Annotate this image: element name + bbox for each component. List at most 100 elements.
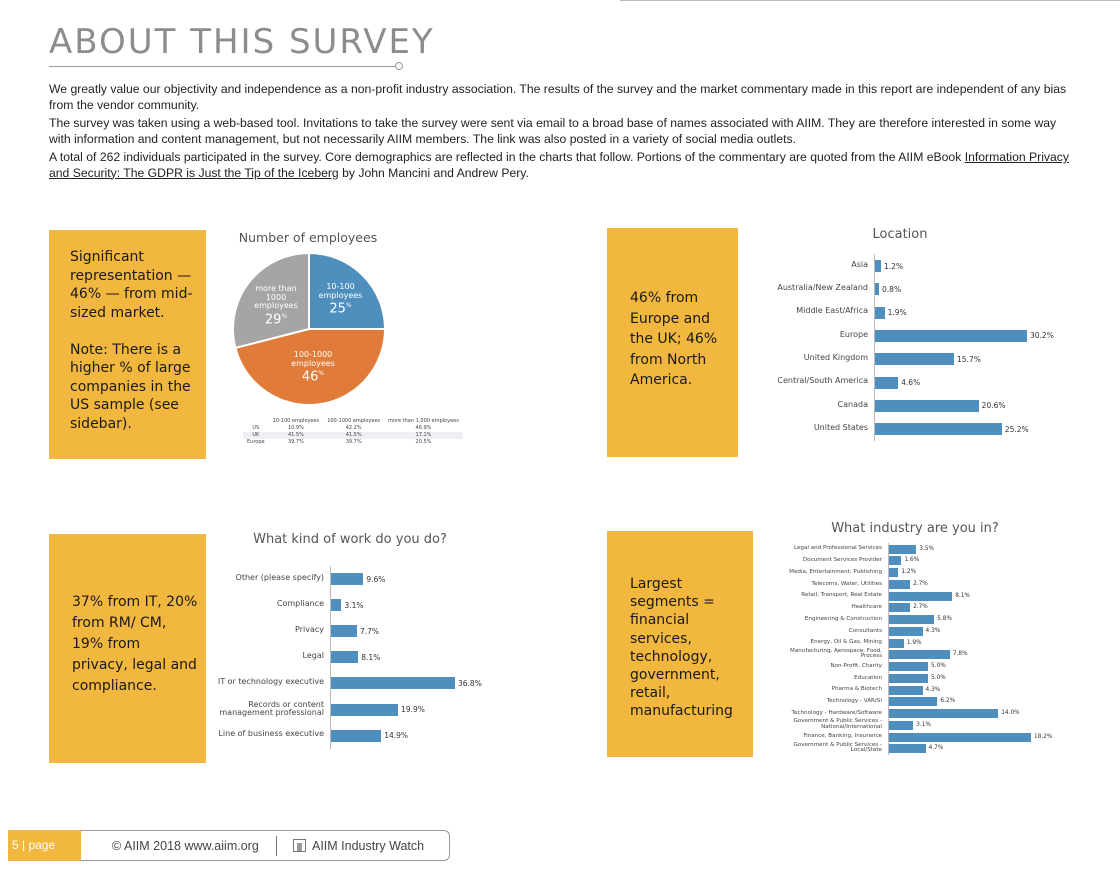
mini-table-header: 10-100 employees 100-1000 employees more… bbox=[243, 418, 463, 425]
category-label: Central/South America bbox=[777, 376, 868, 386]
mini-table-header-cell: 100-1000 employees bbox=[323, 418, 385, 425]
bar-value-label: 18.2% bbox=[1034, 733, 1053, 740]
bar bbox=[331, 703, 399, 716]
bar-value-label: 4.3% bbox=[925, 686, 941, 693]
category-label: Healthcare bbox=[851, 604, 883, 611]
table-cell: 42.2% bbox=[345, 425, 362, 431]
category-label: United States bbox=[813, 422, 868, 432]
pie-value-100-1000: 46 bbox=[301, 369, 319, 385]
ebook-link[interactable]: Information Privacy and Security: The GD… bbox=[49, 150, 1069, 180]
bar-value-label: 5.0% bbox=[931, 674, 946, 681]
intro-text: We greatly value our objectivity and ind… bbox=[49, 82, 1079, 184]
callout-work-text: 37% from IT, 20% from RM/ CM, 19% from p… bbox=[72, 594, 198, 694]
bar bbox=[889, 685, 923, 695]
table-cell: Europe bbox=[247, 439, 265, 445]
bar bbox=[889, 615, 935, 624]
bar-value-label: 7.7% bbox=[359, 626, 379, 636]
category-label: Technology - VAR/SI bbox=[826, 698, 882, 705]
employees-pie-chart bbox=[232, 251, 387, 406]
intro-paragraph-2: The survey was taken using a web-based t… bbox=[49, 116, 1057, 146]
chart-axis bbox=[874, 254, 875, 441]
table-cell: 39.7% bbox=[287, 439, 304, 445]
bar bbox=[889, 662, 928, 671]
callout-employees-text: Significant representation — 46% — from … bbox=[70, 249, 193, 432]
table-cell: 20.5% bbox=[415, 439, 432, 445]
bar bbox=[331, 573, 364, 585]
bar bbox=[889, 673, 928, 683]
category-label: Manufacturing, Aerospace, Food, Process bbox=[790, 647, 882, 660]
table-cell: 39.7% bbox=[345, 439, 362, 445]
bar-value-label: 6.2% bbox=[940, 698, 956, 705]
bar-value-label: 20.6% bbox=[981, 401, 1006, 411]
category-label: Europe bbox=[839, 329, 868, 339]
bar-value-label: 4.3% bbox=[925, 627, 941, 634]
table-row: US 10.9% 42.2% 46.9% bbox=[243, 425, 463, 432]
bar-value-label: 4.7% bbox=[928, 745, 944, 752]
pie-slice-0 bbox=[308, 251, 387, 330]
chart-axis bbox=[888, 543, 889, 755]
category-label: Privacy bbox=[295, 625, 324, 634]
category-label: Engineering & Construction bbox=[804, 615, 882, 622]
category-label: United Kingdom bbox=[803, 353, 868, 362]
bar bbox=[889, 626, 923, 636]
pie-slice-2 bbox=[232, 251, 310, 350]
bar bbox=[875, 260, 882, 272]
title-dot bbox=[395, 62, 403, 70]
category-label: IT or technology executive bbox=[217, 677, 324, 687]
intro-paragraph-3: A total of 262 individuals participated … bbox=[49, 150, 1079, 181]
category-label: Media, Entertainment, Publishing bbox=[789, 568, 882, 575]
table-cell: 17.1% bbox=[384, 432, 463, 439]
table-cell: 46.9% bbox=[415, 425, 432, 431]
bar-value-label: 1.2% bbox=[884, 261, 904, 271]
title-underline bbox=[49, 66, 396, 67]
intro-p3-start: A total of 262 individuals participated … bbox=[49, 150, 965, 164]
bar bbox=[331, 599, 342, 612]
bar bbox=[889, 709, 999, 718]
bar bbox=[875, 353, 955, 366]
table-cell: 41.5% bbox=[323, 432, 385, 439]
category-label: Retail, Transport, Real Estate bbox=[801, 592, 882, 599]
pie-label-10-100: 10-100 employees 25% bbox=[313, 282, 368, 317]
callout-industry: Largest segments = financial services, t… bbox=[607, 531, 753, 757]
pie-value-10-100: 25 bbox=[329, 301, 346, 317]
category-label: Middle East/Africa bbox=[796, 306, 868, 316]
intro-p3-end: by John Mancini and Andrew Pery. bbox=[338, 165, 529, 180]
callout-employees: Significant representation — 46% — from … bbox=[49, 230, 206, 459]
category-label: Telecoms, Water, Utilities bbox=[811, 580, 882, 587]
bar bbox=[331, 625, 357, 638]
bar-value-label: 4.6% bbox=[901, 378, 921, 387]
category-label: Energy, Oil & Gas, Mining bbox=[810, 639, 882, 646]
category-label: Finance, Banking, Insurance bbox=[803, 733, 882, 740]
bar-value-label: 8.1% bbox=[955, 592, 970, 599]
bar-value-label: 9.6% bbox=[366, 574, 386, 584]
pie-label-1000-plus-text: more than 1000 employees bbox=[254, 284, 298, 310]
chart-axis bbox=[330, 565, 331, 749]
bar bbox=[875, 376, 899, 389]
bar-value-label: 15.7% bbox=[957, 354, 981, 364]
bar bbox=[875, 306, 885, 319]
work-chart-title: What kind of work do you do? bbox=[253, 532, 447, 547]
bar-value-label: 0.8% bbox=[882, 284, 902, 294]
bar bbox=[875, 399, 979, 412]
bar bbox=[875, 283, 880, 296]
category-label: Government & Public Services - Local/Sta… bbox=[793, 741, 882, 754]
page-number: 5 | page bbox=[8, 830, 81, 861]
category-label: Technology - Hardware/Software bbox=[791, 709, 882, 716]
bar-value-label: 5.0% bbox=[931, 663, 946, 670]
intro-paragraph-1: We greatly value our objectivity and ind… bbox=[49, 82, 1067, 112]
bar bbox=[889, 591, 953, 601]
pie-label-100-1000: 100-1000 employees 46% bbox=[284, 350, 342, 385]
category-label: Legal and Professional Services bbox=[793, 545, 882, 552]
callout-industry-text: Largest segments = financial services, t… bbox=[630, 576, 733, 720]
bar-value-label: 30.2% bbox=[1030, 331, 1054, 341]
pie-label-1000-plus: more than 1000 employees 29% bbox=[250, 284, 302, 326]
top-rule bbox=[620, 0, 1120, 1]
callout-location-text: 46% from Europe and the UK; 46% from Nor… bbox=[630, 290, 718, 388]
bar bbox=[889, 556, 902, 566]
bar-value-label: 19.9% bbox=[401, 705, 425, 714]
bar-value-label: 36.8% bbox=[458, 678, 482, 688]
category-label: Education bbox=[854, 674, 882, 681]
footer-brand: AIIM Industry Watch bbox=[312, 839, 425, 853]
category-label: Compliance bbox=[276, 598, 324, 608]
bar-value-label: 1.6% bbox=[904, 557, 920, 564]
